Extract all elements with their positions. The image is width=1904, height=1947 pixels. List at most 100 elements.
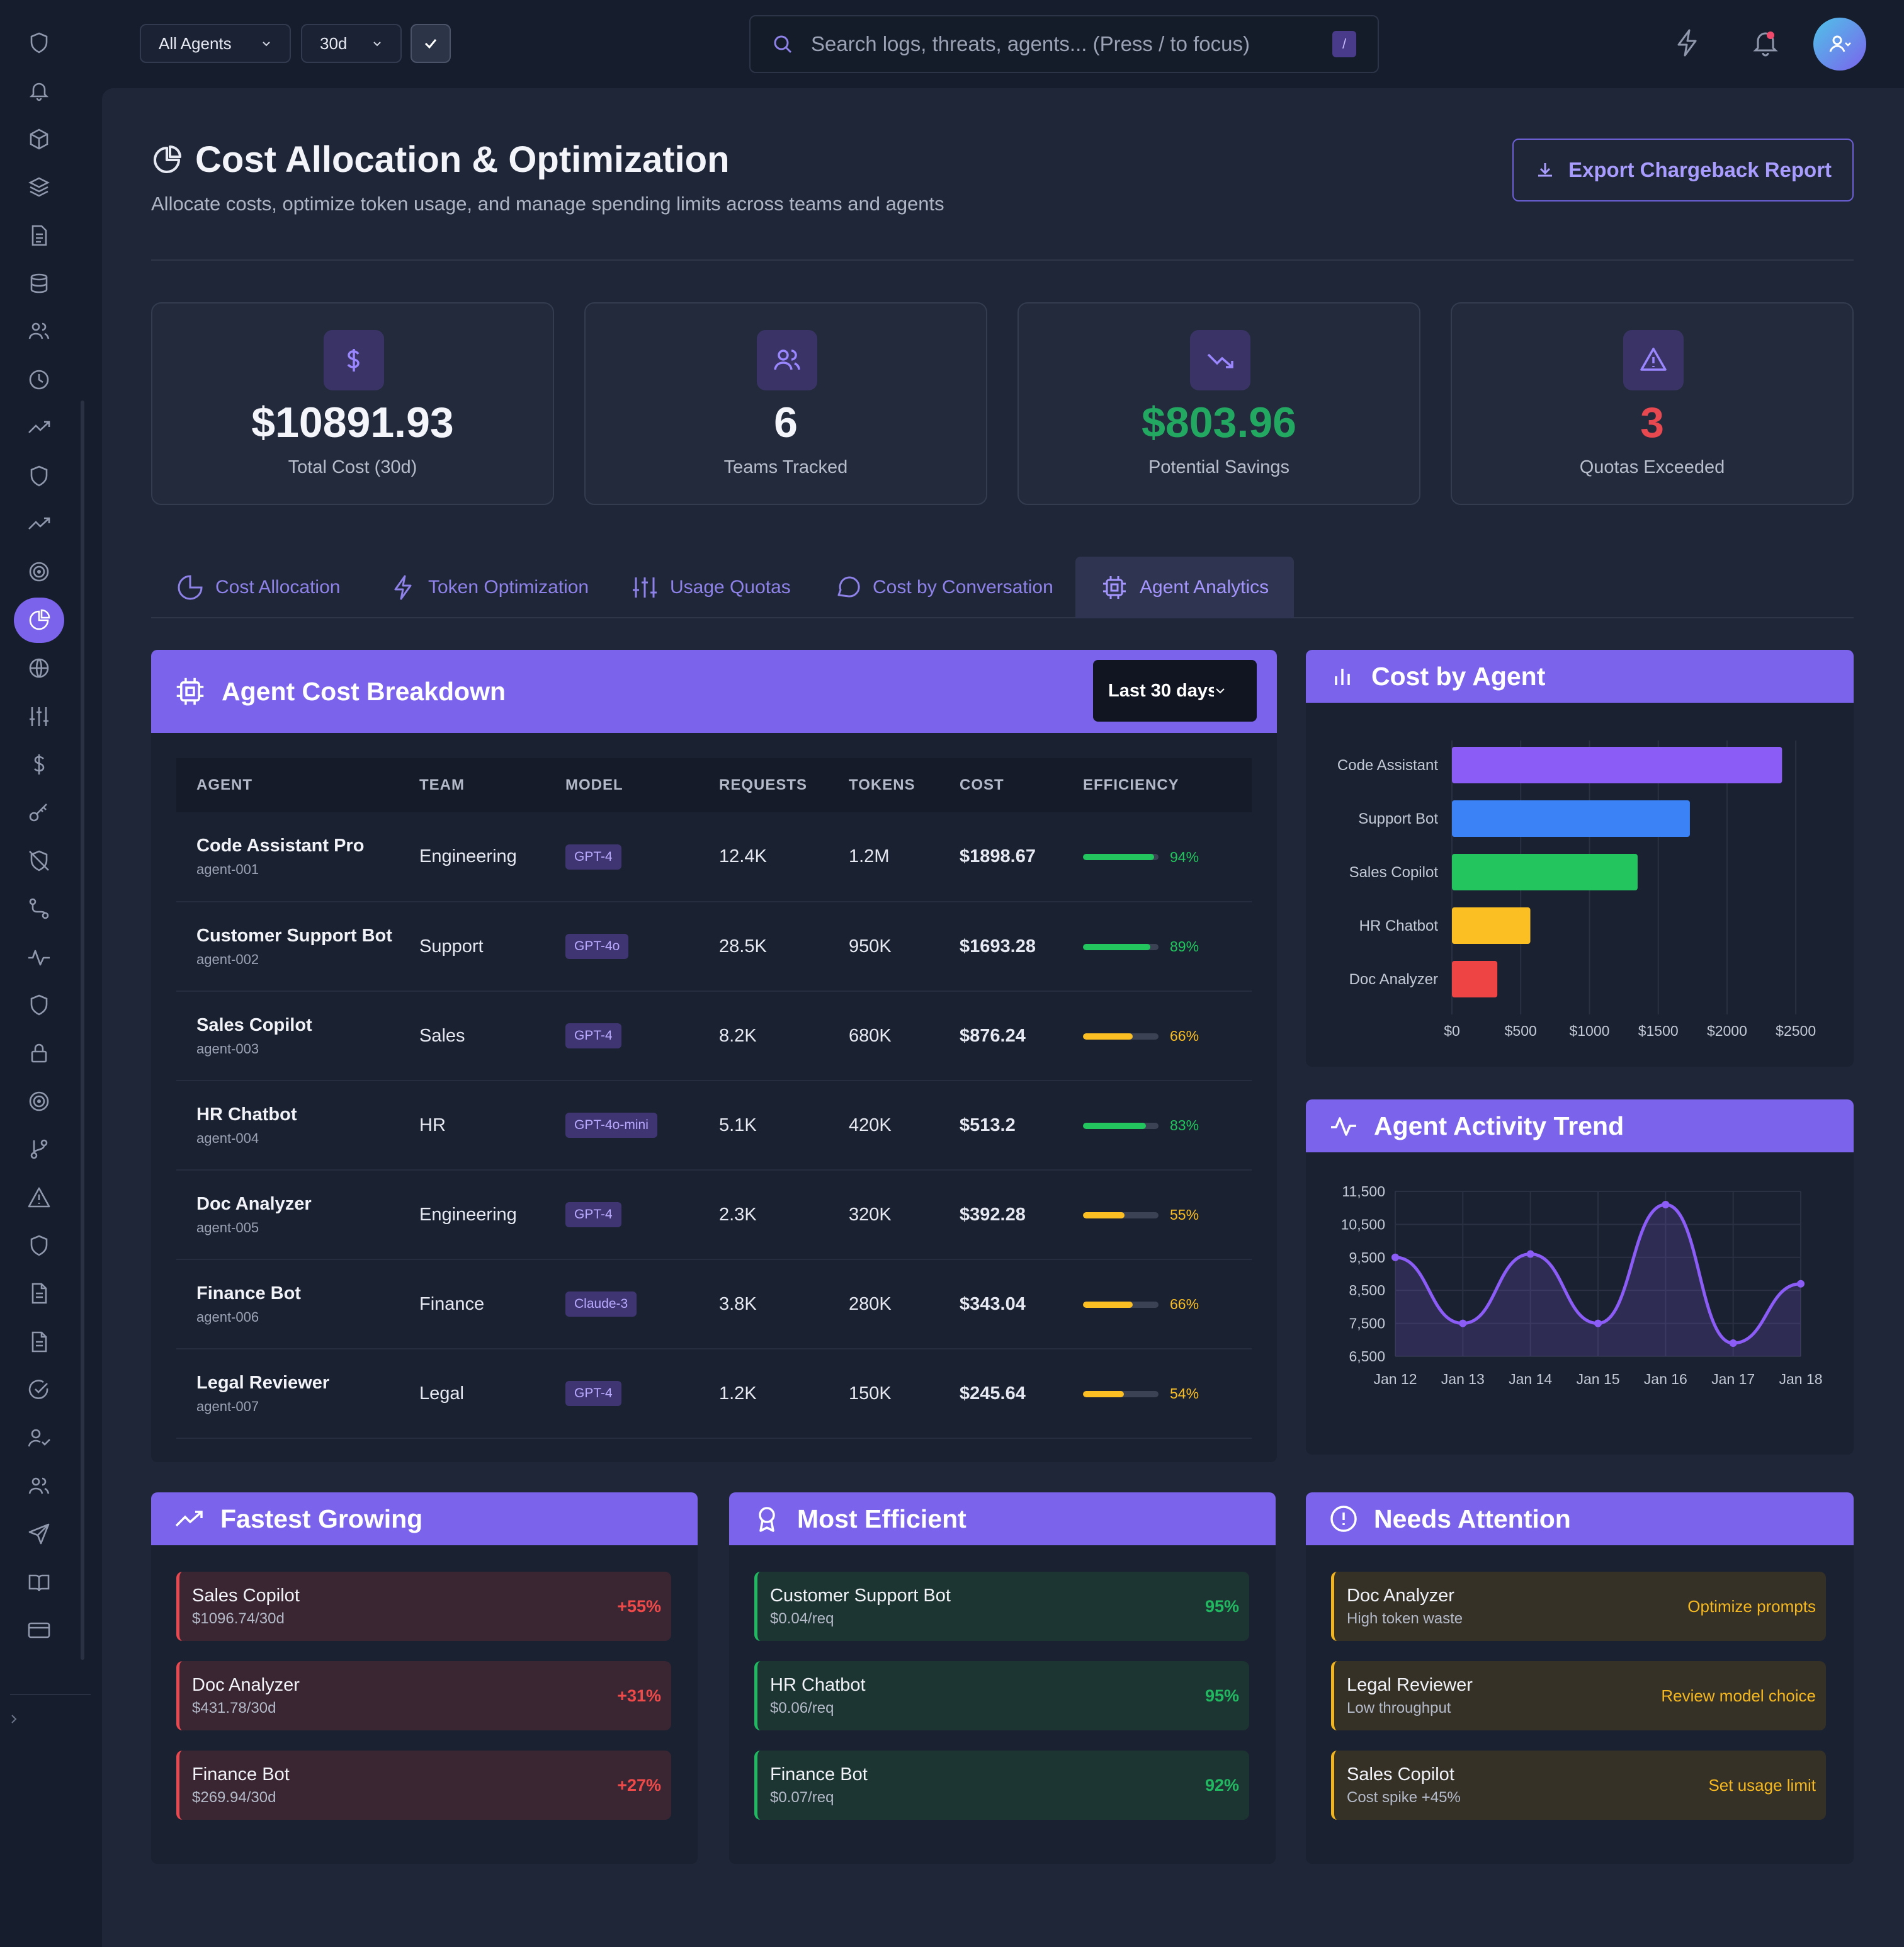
sidebar-nav-item[interactable] xyxy=(14,1416,64,1461)
tab-label: Token Optimization xyxy=(428,577,589,598)
sidebar-nav-item[interactable] xyxy=(14,694,64,739)
search-input[interactable] xyxy=(811,32,1332,56)
data-point[interactable] xyxy=(1391,1253,1399,1261)
column-header[interactable]: COST xyxy=(960,758,1083,812)
panel-title: Fastest Growing xyxy=(220,1504,423,1533)
list-item[interactable]: Doc Analyzer High token waste Optimize pro… xyxy=(1331,1572,1826,1641)
sidebar-nav-item[interactable] xyxy=(14,1511,64,1557)
data-point[interactable] xyxy=(1729,1339,1737,1348)
sidebar-nav-item[interactable] xyxy=(14,1175,64,1220)
document-icon xyxy=(26,223,52,248)
stat-card-quotas: 3 Quotas Exceeded xyxy=(1451,302,1854,505)
list-item[interactable]: Sales Copilot $1096.74/30d +55% xyxy=(176,1572,671,1641)
tab-cost-allocation[interactable]: Cost Allocation xyxy=(151,557,365,618)
sidebar-nav-item[interactable] xyxy=(14,886,64,931)
apply-filter-button[interactable] xyxy=(411,24,451,63)
list-item-name: HR Chatbot xyxy=(770,1674,866,1695)
sidebar-nav-item[interactable] xyxy=(14,164,64,210)
sidebar-nav-item[interactable] xyxy=(14,1030,64,1076)
export-chargeback-button[interactable]: Export Chargeback Report xyxy=(1512,139,1854,202)
column-header[interactable]: TEAM xyxy=(419,758,565,812)
sidebar-nav-item[interactable] xyxy=(14,982,64,1028)
list-item-value: +31% xyxy=(617,1686,661,1705)
bar[interactable] xyxy=(1452,747,1782,783)
sidebar-nav-item[interactable] xyxy=(14,645,64,691)
bar[interactable] xyxy=(1452,800,1690,837)
sidebar-scrollbar[interactable] xyxy=(81,400,84,1660)
sidebar-nav-item[interactable] xyxy=(14,742,64,787)
list-item[interactable]: Finance Bot $269.94/30d +27% xyxy=(176,1751,671,1820)
range-select[interactable]: Last 30 days xyxy=(1093,660,1257,722)
tab-agent-analytics[interactable]: Agent Analytics xyxy=(1075,557,1295,618)
table-row[interactable]: HR Chatbot agent-004 HR GPT-4o-mini 5.1K 420K… xyxy=(176,1081,1252,1171)
tab-label: Usage Quotas xyxy=(670,577,791,598)
data-point[interactable] xyxy=(1526,1250,1534,1258)
efficiency-cell: 54% xyxy=(1083,1349,1252,1439)
sidebar-nav-item[interactable] xyxy=(14,549,64,594)
agent-filter-select[interactable]: All Agents xyxy=(140,24,291,63)
sidebar-nav-item[interactable] xyxy=(14,501,64,547)
sidebar-nav-item[interactable] xyxy=(14,934,64,980)
send-icon xyxy=(26,1521,52,1547)
sidebar-nav-item[interactable] xyxy=(14,1560,64,1605)
list-item[interactable]: Doc Analyzer $431.78/30d +31% xyxy=(176,1661,671,1730)
column-header[interactable]: EFFICIENCY xyxy=(1083,758,1252,812)
sidebar-nav-item[interactable] xyxy=(14,1079,64,1124)
bar[interactable] xyxy=(1452,854,1638,890)
data-point[interactable] xyxy=(1594,1319,1602,1327)
column-header[interactable]: REQUESTS xyxy=(719,758,849,812)
global-search[interactable]: / xyxy=(749,15,1379,73)
sidebar-nav-item[interactable] xyxy=(14,1271,64,1316)
column-header[interactable]: MODEL xyxy=(565,758,719,812)
list-item[interactable]: Legal Reviewer Low throughput Review model… xyxy=(1331,1661,1826,1730)
sidebar-nav-item[interactable] xyxy=(14,838,64,883)
data-point[interactable] xyxy=(1662,1200,1670,1208)
sidebar-collapse-button[interactable] xyxy=(8,1713,20,1728)
tokens-cell: 320K xyxy=(849,1170,960,1260)
tab-usage-quotas[interactable]: Usage Quotas xyxy=(606,557,816,618)
table-row[interactable]: Sales Copilot agent-003 Sales GPT-4 8.2K 680K… xyxy=(176,991,1252,1081)
table-row[interactable]: Code Assistant Pro agent-001 Engineering GP… xyxy=(176,812,1252,902)
sidebar-nav-item[interactable] xyxy=(14,1127,64,1172)
tab-cost-by-conversation[interactable]: Cost by Conversation xyxy=(808,557,1079,618)
bar[interactable] xyxy=(1452,961,1498,997)
sidebar-nav-item[interactable] xyxy=(14,309,64,354)
column-header[interactable]: TOKENS xyxy=(849,758,960,812)
lightning-icon[interactable] xyxy=(1670,25,1705,64)
sidebar-nav-item[interactable] xyxy=(14,261,64,306)
chevron-down-icon xyxy=(261,38,272,49)
data-point[interactable] xyxy=(1797,1280,1805,1288)
list-item[interactable]: Finance Bot $0.07/req 92% xyxy=(754,1751,1249,1820)
list-item[interactable]: Sales Copilot Cost spike +45% Set usage li… xyxy=(1331,1751,1826,1820)
sidebar-nav-item[interactable] xyxy=(14,790,64,835)
list-item-text: Doc Analyzer High token waste xyxy=(1347,1586,1463,1628)
sidebar-nav-item[interactable] xyxy=(14,68,64,113)
sidebar-nav-item[interactable] xyxy=(14,1367,64,1412)
bar[interactable] xyxy=(1452,907,1531,944)
sidebar-nav-item[interactable] xyxy=(14,116,64,162)
user-avatar-menu[interactable] xyxy=(1813,18,1866,71)
table-row[interactable]: Doc Analyzer agent-005 Engineering GPT-4 2.3… xyxy=(176,1170,1252,1260)
tokens-cell: 680K xyxy=(849,991,960,1081)
sidebar-nav-item[interactable] xyxy=(14,405,64,450)
table-row[interactable]: Finance Bot agent-006 Finance Claude-3 3.8K 2… xyxy=(176,1259,1252,1349)
list-item[interactable]: HR Chatbot $0.06/req 95% xyxy=(754,1661,1249,1730)
sidebar-nav-item[interactable] xyxy=(14,453,64,499)
sidebar-nav-item[interactable] xyxy=(14,213,64,258)
sidebar-nav-item[interactable] xyxy=(14,1223,64,1268)
sidebar-nav-item[interactable] xyxy=(14,1463,64,1509)
table-row[interactable]: Legal Reviewer agent-007 Legal GPT-4 1.2K 150… xyxy=(176,1349,1252,1439)
sidebar-nav-item[interactable] xyxy=(14,20,64,65)
sidebar-nav-item[interactable] xyxy=(14,1319,64,1365)
data-point[interactable] xyxy=(1459,1319,1467,1327)
sidebar-nav-item[interactable] xyxy=(14,1608,64,1653)
list-item[interactable]: Customer Support Bot $0.04/req 95% xyxy=(754,1572,1249,1641)
sidebar-nav-item[interactable] xyxy=(14,597,64,643)
table-row[interactable]: Customer Support Bot agent-002 Support GPT-… xyxy=(176,902,1252,992)
agent-id: agent-001 xyxy=(196,861,259,877)
bell-icon[interactable] xyxy=(1748,25,1783,64)
tab-token-optimization[interactable]: Token Optimization xyxy=(364,557,614,618)
period-filter-select[interactable]: 30d xyxy=(301,24,402,63)
sidebar-nav-item[interactable] xyxy=(14,357,64,402)
column-header[interactable]: AGENT xyxy=(176,758,419,812)
